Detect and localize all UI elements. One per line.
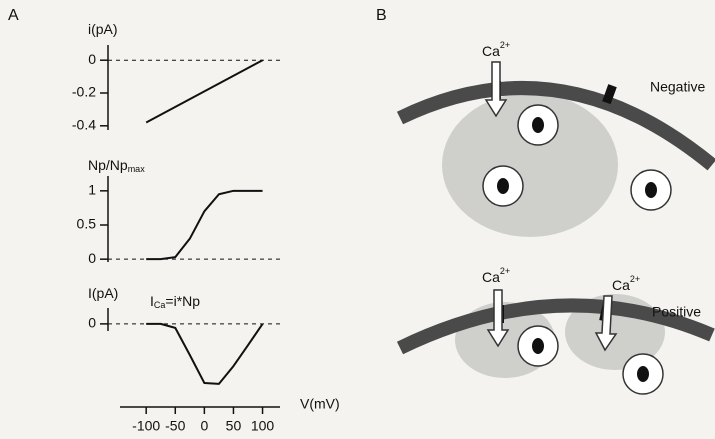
y-axis-label-sub: max bbox=[128, 164, 146, 174]
data-line bbox=[146, 189, 263, 261]
ion: Ca bbox=[482, 269, 500, 285]
vesicle-core bbox=[497, 178, 509, 194]
ion-label: Ca2+ bbox=[612, 274, 640, 292]
y-tick-label: -0.2 bbox=[72, 84, 96, 100]
annotation-sub: Ca bbox=[154, 300, 166, 310]
ion-charge: 2+ bbox=[500, 266, 510, 276]
ion: Ca bbox=[482, 43, 500, 59]
y-tick-label: -0.4 bbox=[72, 117, 96, 133]
panel-label: A bbox=[8, 7, 19, 24]
ion-label: Ca2+ bbox=[482, 266, 510, 284]
ion-arrow bbox=[594, 295, 618, 352]
ion-arrow bbox=[486, 289, 510, 348]
annotation-rest: =i*Np bbox=[165, 293, 200, 309]
x-tick-label: -50 bbox=[165, 418, 185, 434]
membrane bbox=[396, 298, 715, 355]
x-tick-label: 100 bbox=[251, 418, 275, 434]
diagram: Ca2+ Ca2+ Ca2+ Negative Positive bbox=[396, 40, 715, 395]
panel-label: B bbox=[376, 7, 387, 24]
channel bbox=[602, 84, 617, 105]
annotation-text: I bbox=[150, 293, 154, 309]
y-axis-label-text: I(pA) bbox=[88, 285, 118, 301]
ion-label: Ca2+ bbox=[482, 40, 510, 58]
x-tick-label: 0 bbox=[200, 418, 208, 434]
ion: Ca bbox=[612, 277, 630, 293]
vesicle-core bbox=[645, 182, 657, 198]
y-axis-label: I(pA) bbox=[88, 285, 118, 301]
condition-label: Negative bbox=[650, 79, 705, 95]
ion-charge: 2+ bbox=[630, 274, 640, 284]
data-line bbox=[146, 322, 264, 385]
vesicle-core bbox=[532, 117, 544, 133]
y-axis-label: Np/Npmax bbox=[88, 157, 145, 175]
data-line bbox=[145, 59, 264, 124]
y-axis-label-text: Np/Np bbox=[88, 157, 128, 173]
y-tick-label: 0 bbox=[88, 51, 96, 67]
y-axis-label: i(pA) bbox=[88, 21, 118, 37]
condition-label: Positive bbox=[652, 304, 701, 320]
calcium-domain bbox=[442, 93, 618, 237]
x-tick-label: -100 bbox=[132, 418, 160, 434]
y-tick-label: 0.5 bbox=[77, 216, 97, 232]
ion-arrow bbox=[484, 61, 508, 118]
vesicle-core bbox=[637, 366, 649, 382]
y-axis-label-text: i(pA) bbox=[88, 21, 118, 37]
x-tick-label: 50 bbox=[226, 418, 242, 434]
annotation: ICa=i*Np bbox=[150, 293, 200, 311]
ion-charge: 2+ bbox=[500, 40, 510, 50]
membrane bbox=[396, 81, 715, 171]
y-tick-label: 0 bbox=[88, 315, 96, 331]
x-axis-label: V(mV) bbox=[300, 396, 340, 412]
vesicle-core bbox=[532, 338, 544, 354]
y-tick-label: 0 bbox=[88, 250, 96, 266]
y-tick-label: 1 bbox=[88, 182, 96, 198]
